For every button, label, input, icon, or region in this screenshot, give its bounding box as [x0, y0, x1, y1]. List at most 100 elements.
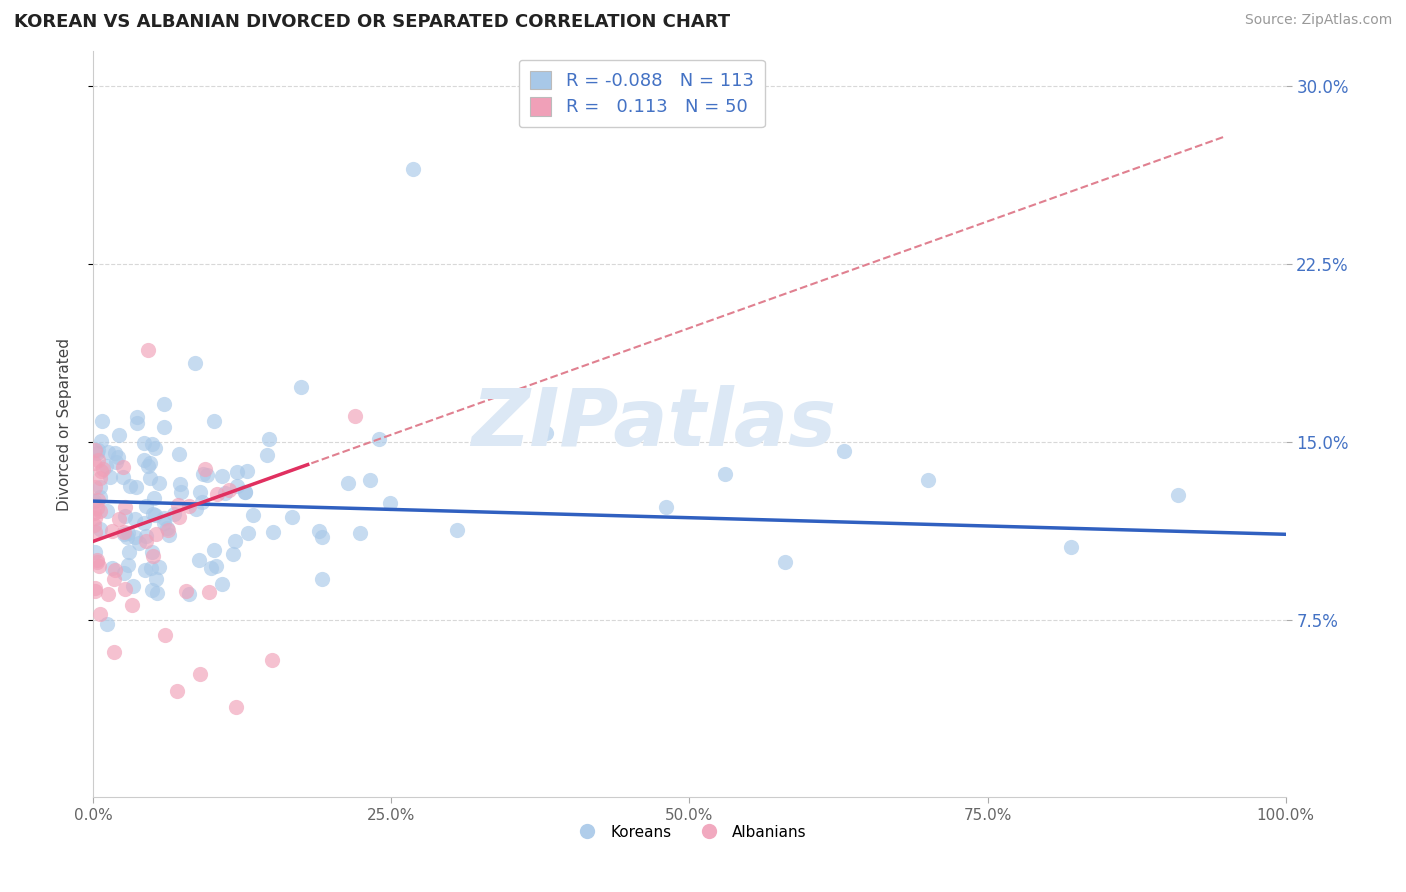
Point [142, 507, 165, 521]
Point [86, 555, 108, 569]
Point [104, 455, 127, 469]
Point [132, 516, 155, 531]
Point [135, 499, 157, 513]
Point [143, 508, 166, 523]
Point [89, 490, 111, 504]
Point [115, 530, 138, 544]
Point [157, 523, 180, 537]
Point [117, 525, 139, 540]
Point [214, 485, 236, 500]
Point [202, 414, 225, 428]
Point [86, 501, 108, 516]
Point [117, 558, 139, 572]
Point [104, 563, 127, 577]
Point [242, 508, 264, 522]
Point [114, 500, 136, 515]
Point [211, 469, 233, 483]
Point [226, 478, 249, 492]
Point [167, 510, 190, 524]
Text: Source: ZipAtlas.com: Source: ZipAtlas.com [1244, 13, 1392, 28]
Point [238, 525, 260, 540]
Point [90, 434, 112, 449]
Point [290, 380, 312, 394]
Point [148, 559, 170, 574]
Point [124, 530, 146, 544]
Point [188, 484, 211, 499]
Point [152, 516, 174, 530]
Point [136, 343, 159, 357]
Point [83, 517, 105, 532]
Point [152, 510, 174, 524]
Legend: Koreans, Albanians: Koreans, Albanians [565, 819, 813, 846]
Point [87, 443, 110, 458]
Point [166, 683, 188, 698]
Point [311, 531, 333, 545]
Point [112, 527, 135, 541]
Point [190, 495, 212, 509]
Point [83, 456, 105, 470]
Point [311, 572, 333, 586]
Point [98, 470, 121, 484]
Point [177, 500, 200, 514]
Point [135, 534, 157, 549]
Point [84, 510, 107, 524]
Point [148, 476, 170, 491]
Point [118, 545, 141, 559]
Point [257, 432, 280, 446]
Point [134, 453, 156, 467]
Point [262, 524, 284, 539]
Point [97, 445, 120, 459]
Point [200, 560, 222, 574]
Point [167, 447, 190, 461]
Point [142, 549, 165, 563]
Point [122, 579, 145, 593]
Point [139, 561, 162, 575]
Point [536, 425, 558, 440]
Point [169, 485, 191, 500]
Point [135, 529, 157, 543]
Point [83, 494, 105, 508]
Point [128, 536, 150, 550]
Point [714, 467, 737, 481]
Point [146, 586, 169, 600]
Point [84, 524, 107, 539]
Point [83, 506, 105, 520]
Point [198, 584, 221, 599]
Point [89, 522, 111, 536]
Point [136, 459, 159, 474]
Point [91, 462, 114, 476]
Point [344, 409, 367, 423]
Point [84, 545, 107, 559]
Point [221, 547, 243, 561]
Point [337, 476, 360, 491]
Point [101, 560, 124, 574]
Point [111, 470, 134, 484]
Point [89, 480, 111, 494]
Point [104, 446, 127, 460]
Point [281, 509, 304, 524]
Point [225, 700, 247, 714]
Point [114, 582, 136, 596]
Point [145, 572, 167, 586]
Point [225, 465, 247, 479]
Point [155, 628, 177, 642]
Point [204, 559, 226, 574]
Point [446, 523, 468, 537]
Point [86, 553, 108, 567]
Point [141, 545, 163, 559]
Point [191, 467, 214, 482]
Point [83, 480, 105, 494]
Point [89, 504, 111, 518]
Point [107, 450, 129, 464]
Point [308, 524, 330, 538]
Point [834, 444, 856, 458]
Point [177, 587, 200, 601]
Point [359, 473, 381, 487]
Point [89, 607, 111, 621]
Point [233, 485, 256, 500]
Point [108, 512, 131, 526]
Point [103, 645, 125, 659]
Point [127, 416, 149, 430]
Point [84, 584, 107, 599]
Point [224, 534, 246, 549]
